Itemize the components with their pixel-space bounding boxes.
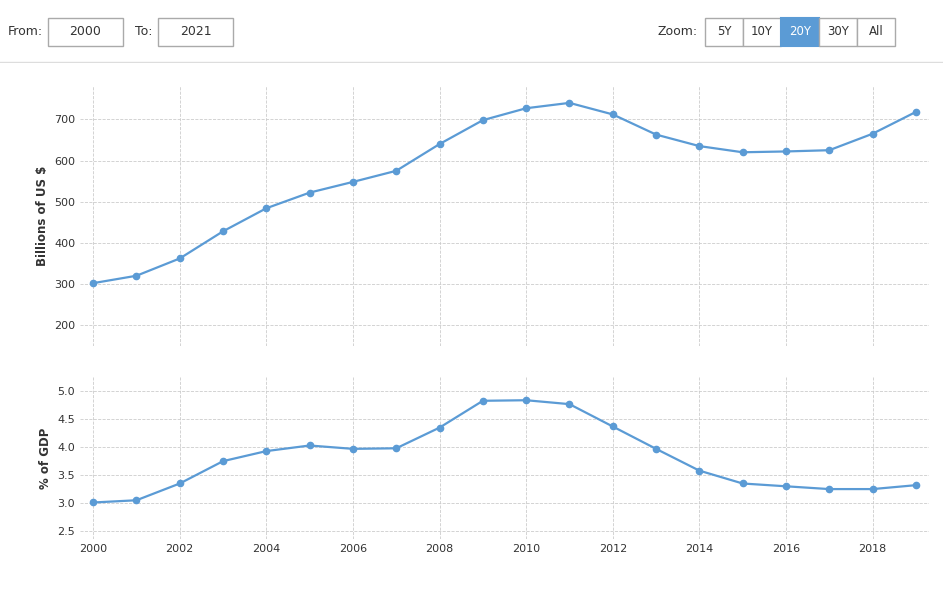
Text: 10Y: 10Y [751, 25, 773, 38]
Text: 2021: 2021 [180, 25, 211, 38]
Text: From:: From: [8, 25, 43, 38]
FancyBboxPatch shape [48, 18, 123, 46]
FancyBboxPatch shape [158, 18, 233, 46]
FancyBboxPatch shape [857, 18, 895, 46]
Text: 5Y: 5Y [717, 25, 731, 38]
Text: To:: To: [135, 25, 153, 38]
Text: 2000: 2000 [70, 25, 102, 38]
Y-axis label: % of GDP: % of GDP [39, 428, 52, 489]
FancyBboxPatch shape [819, 18, 857, 46]
Y-axis label: Billions of US $: Billions of US $ [36, 166, 49, 266]
Text: Zoom:: Zoom: [658, 25, 698, 38]
FancyBboxPatch shape [743, 18, 781, 46]
FancyBboxPatch shape [781, 18, 819, 46]
Text: 20Y: 20Y [789, 25, 811, 38]
FancyBboxPatch shape [705, 18, 743, 46]
Text: 30Y: 30Y [827, 25, 849, 38]
Text: All: All [869, 25, 884, 38]
